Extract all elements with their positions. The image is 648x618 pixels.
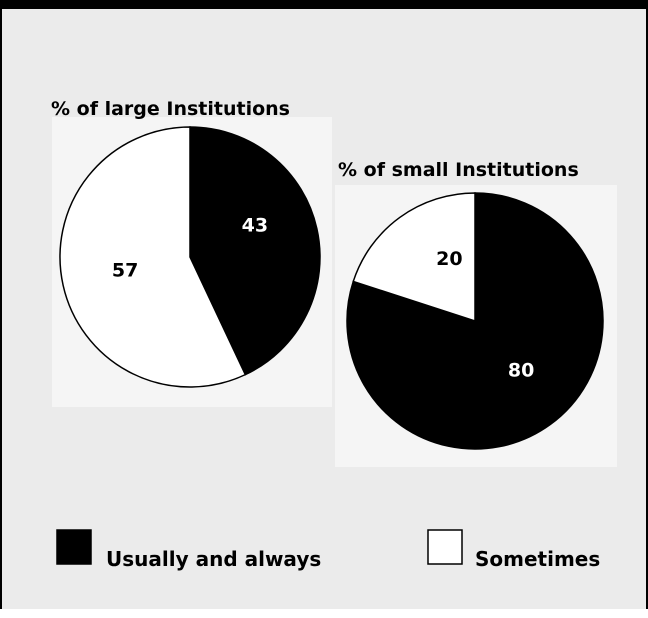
- pie-small-slices: 80 20: [346, 192, 604, 450]
- pie-large-slice-sometimes: [59, 126, 247, 388]
- pie-small-title: % of small Institutions: [338, 159, 579, 181]
- legend-label-sometimes: Sometimes: [475, 547, 600, 571]
- pie-large-slice-label-usually-and-always: 43: [242, 214, 268, 236]
- pie-small-slice-label-sometimes: 20: [436, 248, 462, 270]
- legend-item-sometimes: Sometimes: [427, 529, 600, 571]
- legend-item-usually-and-always: Usually and always: [56, 529, 321, 571]
- pie-small-slice-sometimes: [352, 192, 476, 323]
- pie-chart-large-institutions: % of large Institutions 43 57: [51, 98, 332, 407]
- pie-large-slices: 43 57: [59, 126, 321, 388]
- legend-label-usually-and-always: Usually and always: [106, 547, 321, 571]
- legend-swatch-sometimes: [427, 529, 463, 565]
- pie-small-slice-label-usually-and-always: 80: [508, 360, 534, 382]
- pie-large-slice-usually-and-always: [189, 126, 321, 376]
- pie-charts-svg: % of large Institutions 43 57 % of small …: [51, 98, 617, 571]
- pie-large-slice-label-sometimes: 57: [112, 260, 138, 282]
- pie-large-title: % of large Institutions: [51, 98, 290, 120]
- pie-chart-small-institutions: % of small Institutions 80 20: [335, 159, 617, 467]
- legend: Usually and always Sometimes: [56, 529, 600, 571]
- legend-swatch-usually-and-always: [56, 529, 92, 565]
